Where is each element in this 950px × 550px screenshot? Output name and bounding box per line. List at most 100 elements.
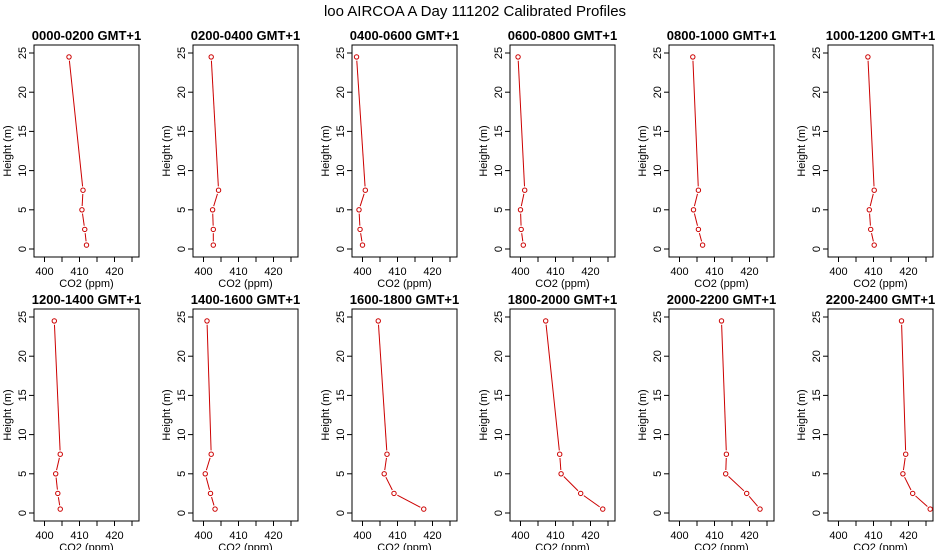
y-tick-label: 15	[652, 125, 664, 137]
y-tick-label: 10	[17, 428, 29, 440]
panel-title: 1600-1800 GMT+1	[350, 292, 459, 307]
x-tick-label: 410	[70, 266, 88, 278]
y-tick-label: 20	[335, 86, 347, 98]
panel-title: 0600-0800 GMT+1	[508, 28, 617, 43]
profile-line-segment	[385, 476, 393, 491]
profile-line-segment	[748, 495, 758, 507]
profile-line-segment	[693, 193, 698, 207]
panel-title: 0400-0600 GMT+1	[350, 28, 459, 43]
y-axis-label: Height (m)	[320, 389, 332, 440]
profile-line-segment	[356, 60, 366, 187]
plot-frame	[668, 44, 775, 258]
profile-line-segment	[84, 233, 87, 242]
x-tick-label: 400	[829, 266, 847, 278]
y-tick-label: 0	[652, 510, 664, 516]
y-tick-label: 10	[176, 164, 188, 176]
data-point	[910, 490, 916, 497]
profile-line-segment	[904, 476, 912, 491]
data-point	[723, 451, 730, 457]
profile-line-segment	[698, 232, 703, 242]
y-axis-label: Height (m)	[161, 125, 173, 176]
y-tick-label: 25	[335, 311, 347, 323]
panel-title: 1800-2000 GMT+1	[508, 292, 617, 307]
profile-line-segment	[517, 60, 526, 187]
data-point	[57, 506, 63, 512]
data-point	[695, 187, 702, 193]
profile-line-segment	[358, 213, 361, 226]
panel-title: 2200-2400 GMT+1	[826, 292, 935, 307]
y-tick-label: 5	[652, 207, 664, 213]
data-point	[83, 242, 90, 248]
x-tick-label: 400	[829, 530, 847, 542]
data-point	[353, 54, 360, 60]
x-tick-label: 410	[864, 530, 882, 542]
y-tick-label: 5	[17, 471, 29, 477]
x-tick-label: 420	[899, 530, 917, 542]
y-tick-label: 20	[493, 86, 505, 98]
panel-title: 2000-2200 GMT+1	[667, 292, 776, 307]
x-tick-label: 400	[35, 530, 53, 542]
profile-line-segment	[583, 495, 600, 508]
profile-line-segment	[521, 233, 524, 242]
x-tick-label: 420	[105, 530, 123, 542]
data-point	[209, 207, 216, 213]
plot-frame	[33, 308, 140, 522]
data-point	[375, 318, 381, 324]
data-point	[900, 471, 906, 477]
y-tick-label: 25	[493, 311, 505, 323]
y-tick-label: 0	[176, 510, 188, 516]
x-tick-label: 420	[105, 266, 123, 278]
panel-title: 1000-1200 GMT+1	[826, 28, 935, 43]
data-point	[699, 242, 706, 248]
data-point	[927, 506, 933, 512]
data-point	[865, 54, 871, 60]
y-axis-label: Height (m)	[478, 125, 490, 176]
x-axis-label: CO2 (ppm)	[694, 278, 748, 290]
y-tick-label: 10	[335, 428, 347, 440]
y-axis-label: Height (m)	[796, 389, 808, 440]
y-tick-label: 15	[17, 125, 29, 137]
profile-line-segment	[206, 324, 212, 451]
profile-line-segment	[359, 193, 365, 207]
profile-line-segment	[210, 60, 219, 187]
x-axis-label: CO2 (ppm)	[218, 278, 272, 290]
y-tick-label: 0	[493, 510, 505, 516]
y-tick-label: 20	[17, 350, 29, 362]
y-tick-label: 10	[493, 164, 505, 176]
panel-title: 0000-0200 GMT+1	[32, 28, 141, 43]
data-point	[204, 318, 210, 324]
data-point	[357, 226, 363, 233]
y-axis-label: Height (m)	[161, 389, 173, 440]
y-tick-label: 5	[652, 471, 664, 477]
y-tick-label: 25	[176, 47, 188, 59]
data-point	[210, 242, 217, 248]
profile-line-segment	[81, 213, 85, 226]
profile-line-segment	[902, 457, 906, 471]
data-point	[391, 490, 397, 497]
profile-line-segment	[378, 324, 388, 451]
data-point	[718, 318, 725, 324]
y-tick-label: 10	[652, 428, 664, 440]
data-point	[215, 187, 222, 193]
profile-line-segment	[205, 477, 210, 490]
data-point	[80, 187, 86, 193]
y-tick-label: 5	[811, 207, 823, 213]
x-tick-label: 410	[388, 266, 406, 278]
y-tick-label: 25	[652, 47, 664, 59]
panel-title: 0800-1000 GMT+1	[667, 28, 776, 43]
y-tick-label: 5	[493, 471, 505, 477]
data-point	[79, 207, 85, 213]
x-tick-label: 420	[581, 266, 599, 278]
y-axis-label: Height (m)	[2, 125, 14, 176]
y-tick-label: 15	[811, 389, 823, 401]
y-tick-label: 15	[811, 125, 823, 137]
y-tick-label: 10	[811, 164, 823, 176]
plot-frame	[192, 308, 299, 522]
x-tick-label: 400	[511, 530, 529, 542]
y-tick-label: 10	[493, 428, 505, 440]
y-axis-label: Height (m)	[796, 125, 808, 176]
x-axis-label: CO2 (ppm)	[535, 278, 589, 290]
